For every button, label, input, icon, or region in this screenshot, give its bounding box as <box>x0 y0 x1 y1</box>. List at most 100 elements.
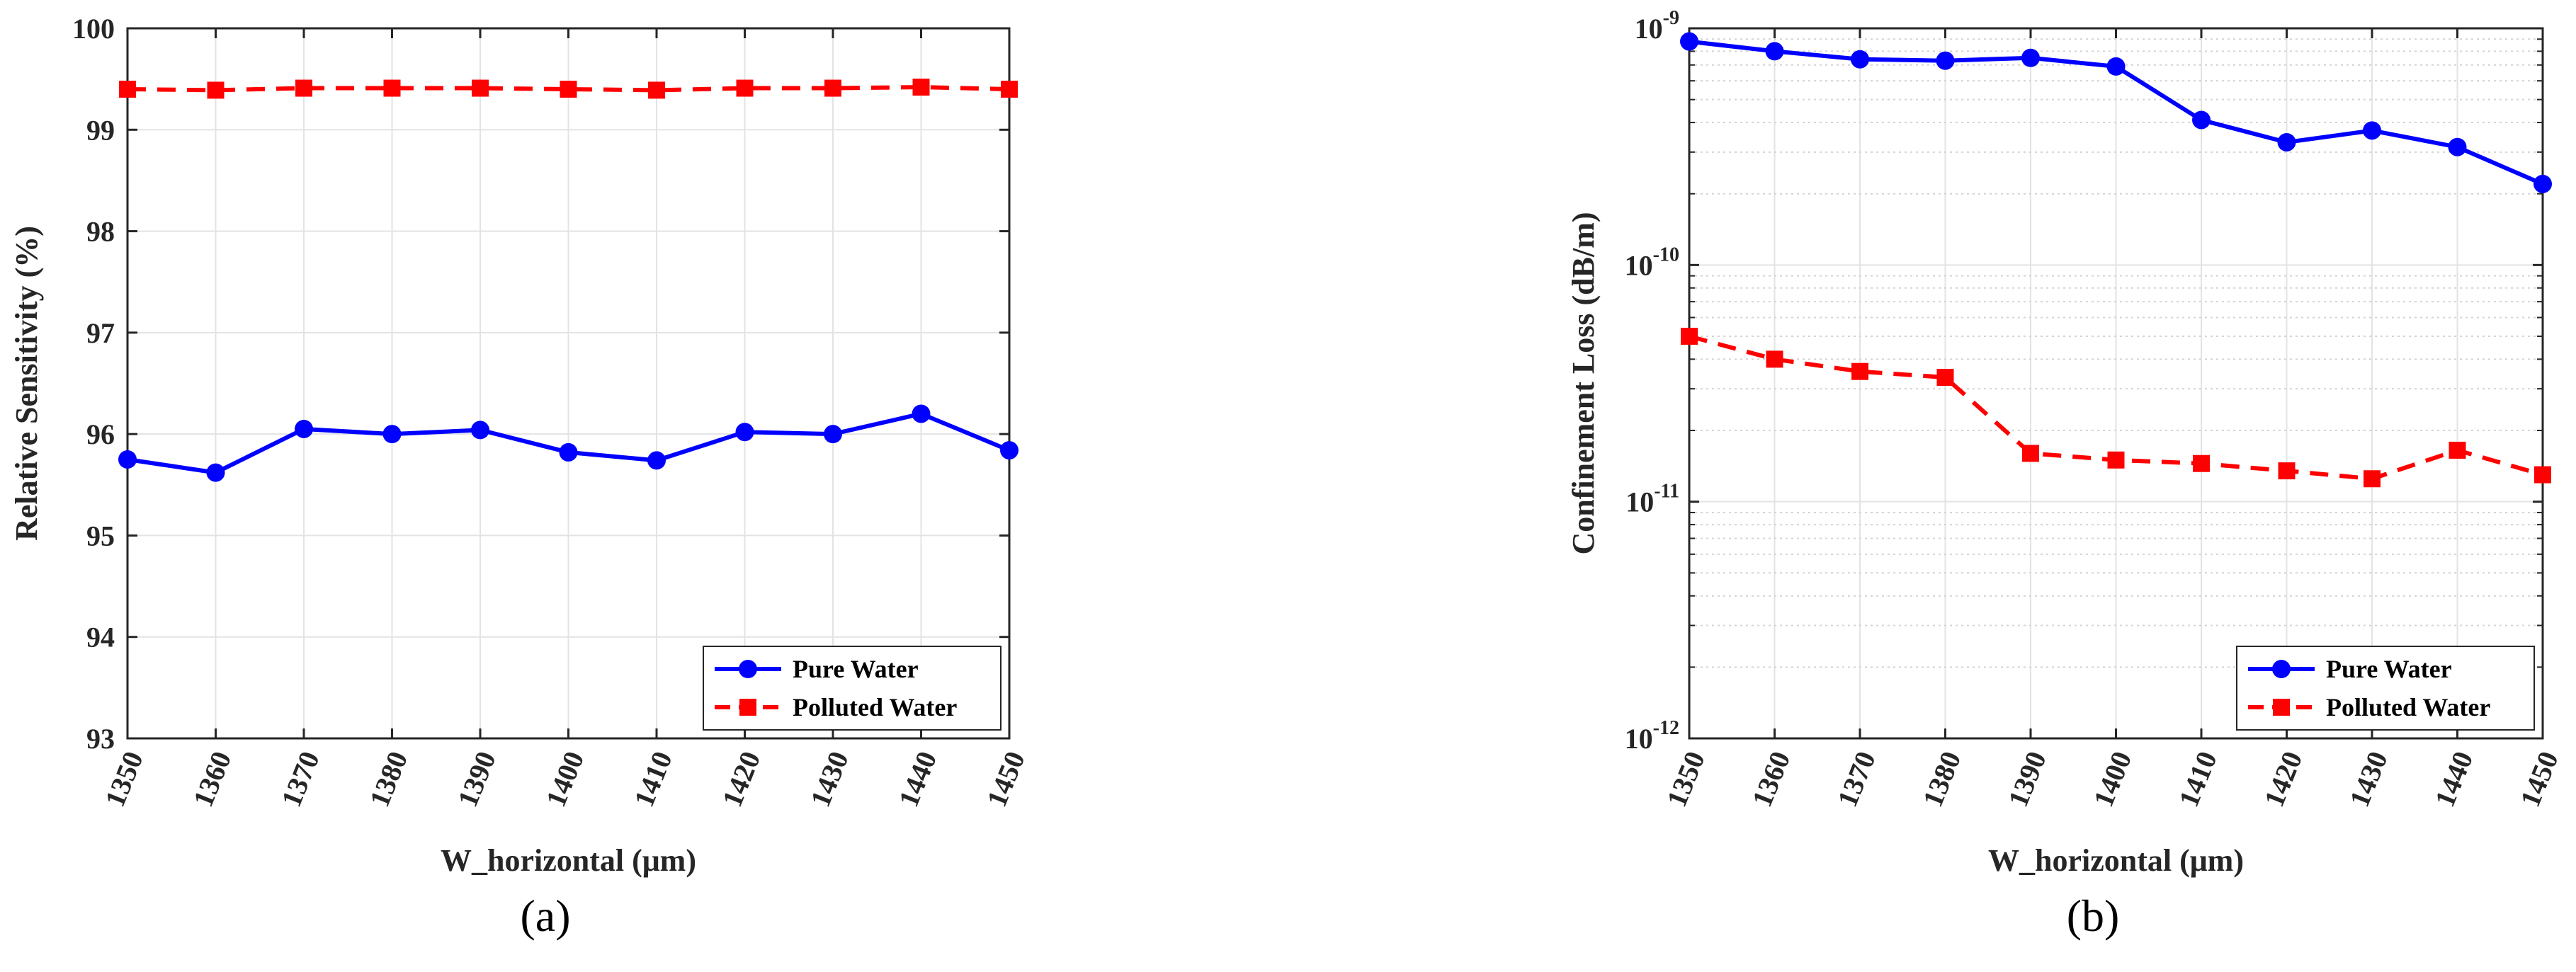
x-tick-label: 1430 <box>2343 747 2394 811</box>
legend-label: Polluted Water <box>2326 693 2490 721</box>
legend-label: Polluted Water <box>793 693 957 721</box>
data-point <box>295 419 313 438</box>
legend-marker <box>739 699 756 716</box>
data-point <box>648 81 665 99</box>
legend-marker <box>2273 699 2290 716</box>
data-point <box>2106 57 2126 76</box>
data-point <box>1000 441 1019 460</box>
x-tick-label: 1350 <box>1660 747 1711 811</box>
data-point <box>2534 174 2552 193</box>
x-tick-label: 1410 <box>628 747 679 811</box>
x-tick-label: 1440 <box>892 747 943 811</box>
data-point <box>2448 137 2467 156</box>
y-axis-label: Confinement Loss (dB/m) <box>1566 212 1601 554</box>
legend-box <box>703 646 1002 731</box>
data-point <box>560 80 577 98</box>
grid-b <box>1689 28 2543 739</box>
data-point <box>119 80 136 98</box>
y-tick-label: 97 <box>86 317 115 349</box>
x-tick-label: 1390 <box>2002 747 2053 811</box>
data-point <box>1851 50 1869 69</box>
data-point <box>206 463 225 482</box>
data-point <box>1680 32 1698 51</box>
data-point <box>295 79 312 97</box>
y-tick-label: 95 <box>86 520 115 551</box>
data-point <box>1936 51 1955 70</box>
x-tick-label: 1380 <box>1917 747 1968 811</box>
data-point <box>207 81 225 99</box>
data-point <box>912 404 931 423</box>
data-point <box>2021 48 2040 67</box>
x-tick-label: 1360 <box>1746 747 1797 811</box>
x-tick-label: 1380 <box>363 747 414 811</box>
data-point <box>647 451 666 470</box>
data-point <box>559 442 578 462</box>
x-axis-label: W_horizontal (μm) <box>1988 843 2244 878</box>
data-point <box>2449 441 2466 459</box>
x-tick-label: 1370 <box>1831 747 1882 811</box>
data-point <box>912 79 930 96</box>
y-tick-label: 94 <box>86 622 115 653</box>
chart-b: 1350 1360 1370 1380 1390 1400 1410 1420 1430 1440… <box>1566 7 2565 941</box>
data-point <box>1681 327 1698 345</box>
series-pure-water <box>118 404 1019 482</box>
y-tick-label: 10-9 <box>1635 7 1679 45</box>
y-tick-label: 10-11 <box>1625 481 1679 518</box>
x-tick-label: 1410 <box>2172 747 2223 811</box>
y-tick-label: 93 <box>86 723 115 755</box>
legend-label: Pure Water <box>793 655 919 683</box>
panel-label: (b) <box>2067 891 2120 941</box>
data-point <box>2534 466 2551 484</box>
x-tick-label: 1430 <box>804 747 855 811</box>
data-point <box>472 79 489 97</box>
legend: Pure Water Polluted Water <box>703 646 1002 731</box>
data-point <box>736 79 754 97</box>
data-point <box>118 450 137 469</box>
grid-a <box>127 28 1010 739</box>
x-tick-label: 1400 <box>540 747 591 811</box>
data-point <box>1766 350 1783 368</box>
data-point <box>824 79 841 97</box>
data-point <box>471 421 489 440</box>
data-point <box>2277 132 2296 151</box>
x-tick-label: 1370 <box>275 747 326 811</box>
x-tick-label: 1450 <box>980 747 1031 811</box>
data-point <box>1001 80 1018 98</box>
data-point <box>1936 369 1954 387</box>
y-tick-label: 10-10 <box>1625 244 1679 281</box>
data-point <box>383 79 401 97</box>
data-point <box>1765 42 1784 61</box>
series-pure-water <box>1680 32 2552 193</box>
data-point <box>382 425 402 444</box>
y-tick-label: 100 <box>72 13 115 45</box>
data-point <box>2192 110 2211 130</box>
data-point <box>2107 451 2125 469</box>
x-tick-label: 1350 <box>98 747 149 811</box>
x-tick-label: 1390 <box>451 747 502 811</box>
x-tick-label: 1400 <box>2087 747 2138 811</box>
chart-a: 1350 1360 1370 1380 1390 1400 1410 1420 1430 1440… <box>9 13 1031 941</box>
data-point <box>2363 121 2381 140</box>
panel-label: (a) <box>520 891 570 941</box>
legend-marker <box>739 660 757 678</box>
series-polluted-water <box>119 79 1018 99</box>
legend-label: Pure Water <box>2326 655 2452 683</box>
x-tick-label: 1440 <box>2429 747 2480 811</box>
x-axis-label: W_horizontal (μm) <box>441 843 696 878</box>
y-tick-label: 99 <box>86 114 115 146</box>
y-axis-label: Relative Sensitivity (%) <box>9 226 44 541</box>
x-tick-label: 1450 <box>2514 747 2565 811</box>
x-tick-label: 1420 <box>716 747 767 811</box>
x-tick-label: 1420 <box>2258 747 2309 811</box>
data-point <box>824 425 842 444</box>
data-point <box>2278 462 2296 480</box>
y-tick-label: 96 <box>86 418 115 450</box>
data-point <box>2022 445 2039 462</box>
y-tick-label: 10-12 <box>1625 717 1679 755</box>
series-polluted-water <box>1681 327 2551 488</box>
data-point <box>2193 454 2210 472</box>
y-tick-label: 98 <box>86 216 115 248</box>
legend-marker <box>2272 660 2291 678</box>
